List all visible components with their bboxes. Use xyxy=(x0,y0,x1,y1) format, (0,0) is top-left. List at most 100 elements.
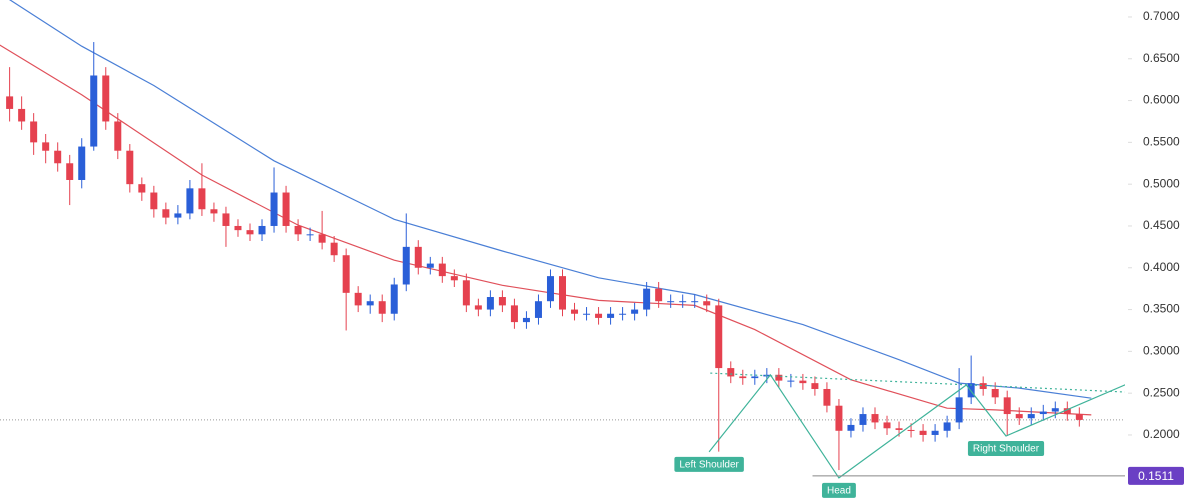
candle-body xyxy=(306,234,314,236)
y-tick-label: 0.2000 xyxy=(1143,427,1180,441)
candle-body xyxy=(294,225,302,235)
neckline xyxy=(710,372,1125,393)
candle-body xyxy=(522,317,530,323)
candle-body xyxy=(619,313,627,315)
y-tick-label: 0.5500 xyxy=(1143,135,1180,149)
head-shoulders-pattern xyxy=(708,373,1125,479)
candle-body xyxy=(967,383,975,398)
candle-body xyxy=(919,430,927,435)
candle-body xyxy=(510,305,518,323)
y-tick-label: 0.3000 xyxy=(1143,344,1180,358)
y-tick-label: 0.5000 xyxy=(1143,176,1180,190)
candle-body xyxy=(66,163,74,180)
y-tick-label: 0.7000 xyxy=(1143,9,1180,23)
candle-body xyxy=(991,388,999,398)
price-axis: 0.2000 0.2500 0.3000 0.3500 0.4000 0.4500 0.50… xyxy=(1128,9,1180,441)
candle-body xyxy=(186,188,194,214)
candle-body xyxy=(438,263,446,277)
candle-body xyxy=(450,276,458,281)
plot-area xyxy=(0,0,1125,479)
candle-body xyxy=(583,313,591,315)
candle-body xyxy=(631,309,639,314)
pattern-label-box xyxy=(674,456,744,472)
candle-body xyxy=(366,301,374,306)
pattern-label-text: Left Shoulder xyxy=(679,460,739,471)
candle-body xyxy=(895,428,903,430)
candle-body xyxy=(1075,414,1083,420)
moving-average xyxy=(9,0,1092,399)
candle-body xyxy=(859,414,867,425)
candle-body xyxy=(102,75,110,122)
candle-body xyxy=(6,96,14,109)
pattern-label: Left Shoulder xyxy=(674,456,744,472)
candle-body xyxy=(751,376,759,379)
candle-body xyxy=(318,234,326,243)
candle-body xyxy=(799,380,807,384)
candle-body xyxy=(222,213,230,226)
candle-body xyxy=(1027,414,1035,419)
candle-body xyxy=(691,301,699,303)
candle-body xyxy=(811,383,819,389)
candle-body xyxy=(546,276,554,302)
candle-body xyxy=(943,422,951,431)
candle-body xyxy=(955,397,963,423)
candle-body xyxy=(174,213,182,218)
candle-body xyxy=(414,246,422,268)
candle-body xyxy=(643,288,651,310)
candle-body xyxy=(715,305,723,369)
candle-body xyxy=(667,301,675,303)
y-tick-label: 0.4500 xyxy=(1143,218,1180,232)
candle-body xyxy=(90,75,98,147)
candle-body xyxy=(1015,414,1023,419)
candle-body xyxy=(210,209,218,214)
candle-body xyxy=(534,301,542,318)
candle-body xyxy=(114,121,122,151)
candle-body xyxy=(727,368,735,377)
candle-body xyxy=(559,276,566,310)
candle-body xyxy=(162,209,170,218)
candle-body xyxy=(30,121,38,143)
candle-body xyxy=(258,225,266,235)
candle-body xyxy=(42,142,50,151)
candle-body xyxy=(198,188,206,210)
candle-body xyxy=(931,430,939,435)
candle-body xyxy=(1039,411,1047,415)
y-tick-label: 0.3500 xyxy=(1143,302,1180,316)
candle-body xyxy=(979,383,987,389)
candle-body xyxy=(595,313,603,318)
candle-body xyxy=(150,192,158,210)
price-tag-box xyxy=(1128,466,1184,485)
candle-body xyxy=(655,288,663,302)
candle-body xyxy=(787,380,795,382)
candle-body xyxy=(390,284,398,314)
candle-body xyxy=(823,388,831,406)
moving-average xyxy=(0,44,1092,416)
price-tag-label: 0.1511 xyxy=(1138,469,1174,483)
y-tick-label: 0.4000 xyxy=(1143,260,1180,274)
candle-body xyxy=(1063,408,1071,415)
candle-body xyxy=(18,108,26,122)
pattern-label-text: Head xyxy=(827,486,851,497)
candle-body xyxy=(498,297,506,306)
candle-body xyxy=(282,192,290,226)
candle-body xyxy=(1051,408,1059,412)
candle-body xyxy=(378,301,386,314)
pattern-label-box xyxy=(967,440,1045,456)
candle-body xyxy=(138,184,146,193)
pattern-label-box xyxy=(821,482,856,498)
candle-body xyxy=(486,297,494,310)
y-tick-label: 0.6500 xyxy=(1143,51,1180,65)
pattern-label-text: Right Shoulder xyxy=(973,444,1040,455)
candle-body xyxy=(462,280,470,306)
candle-body xyxy=(474,305,482,310)
candle-body xyxy=(54,150,62,164)
candle-body xyxy=(607,313,615,318)
pattern-label: Head xyxy=(821,482,856,498)
candle-body xyxy=(402,246,410,285)
candle-body xyxy=(234,225,242,231)
candle-body xyxy=(1003,397,1011,415)
candle-body xyxy=(342,255,350,293)
candle-body xyxy=(907,429,915,431)
